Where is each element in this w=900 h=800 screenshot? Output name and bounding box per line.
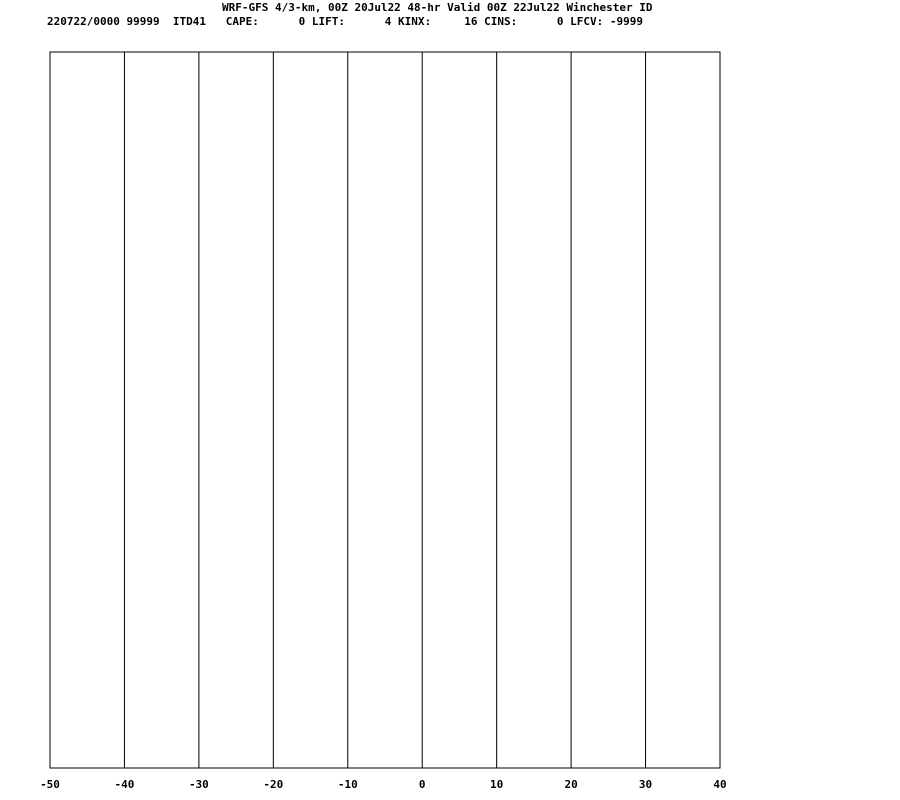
x-tick-label: -40 xyxy=(115,778,135,791)
plot-frame xyxy=(49,51,721,769)
x-tick-label: 30 xyxy=(639,778,652,791)
x-tick-label: 0 xyxy=(419,778,426,791)
x-tick-label: 40 xyxy=(713,778,726,791)
x-tick-label: -30 xyxy=(189,778,209,791)
chart-title: WRF-GFS 4/3-km, 00Z 20Jul22 48-hr Valid … xyxy=(222,1,653,14)
x-tick-label: 20 xyxy=(564,778,577,791)
plot-background xyxy=(50,52,720,768)
stability-indices: 220722/0000 99999 ITD41 CAPE: 0 LIFT: 4 … xyxy=(47,15,644,28)
x-tick-label: -50 xyxy=(40,778,60,791)
x-tick-labels: -50 -40 -30 -20 -10 0 10 20 30 40 xyxy=(40,778,727,791)
x-tick-label: 10 xyxy=(490,778,503,791)
x-tick-label: -10 xyxy=(338,778,358,791)
x-tick-label: -20 xyxy=(263,778,283,791)
